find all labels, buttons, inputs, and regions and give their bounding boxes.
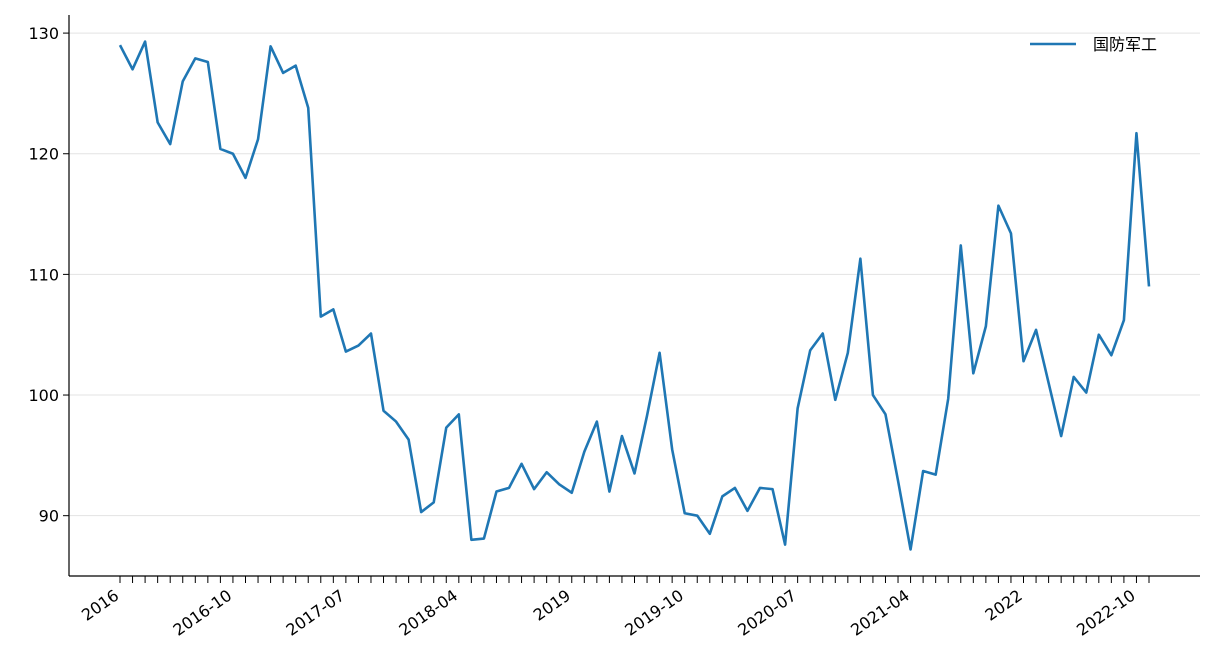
x-tick-label: 2016-10 — [170, 586, 236, 640]
y-tick-label: 120 — [28, 145, 59, 164]
x-tick-label: 2018-04 — [395, 586, 461, 640]
x-tick-label: 2020-07 — [734, 586, 800, 640]
x-tick-label: 2016 — [78, 586, 122, 625]
y-tick-label: 100 — [28, 386, 59, 405]
y-tick-label: 110 — [28, 265, 59, 284]
y-tick-label: 130 — [28, 24, 59, 43]
y-tick-label: 90 — [39, 507, 59, 526]
x-tick-label: 2021-04 — [847, 586, 913, 640]
x-tick-label: 2022-10 — [1073, 586, 1139, 640]
x-tick-label: 2017-07 — [283, 586, 349, 640]
legend-label: 国防军工 — [1093, 35, 1157, 54]
x-tick-label: 2019-10 — [621, 586, 687, 640]
x-tick-label: 2019 — [530, 586, 574, 625]
line-series — [118, 40, 1151, 551]
x-tick-label: 2022 — [982, 586, 1026, 625]
